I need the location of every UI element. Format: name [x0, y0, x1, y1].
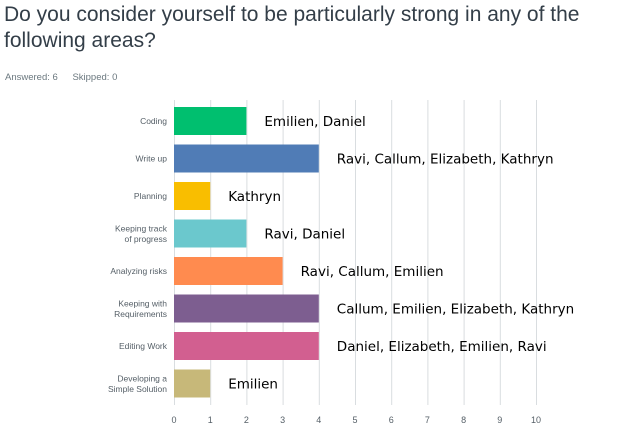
x-tick-label: 5 [352, 415, 357, 425]
skipped-count: Skipped: 0 [72, 72, 118, 83]
bar [174, 107, 247, 135]
bar-annotation: Ravi, Daniel [264, 227, 345, 243]
bar [174, 144, 319, 173]
bar [174, 219, 247, 248]
answered-count: Answered: 6 [5, 72, 58, 83]
category-label: Write up [136, 154, 168, 164]
bar-annotation: Emilien [228, 377, 278, 393]
x-tick-label: 9 [497, 415, 502, 425]
response-stats: Answered: 6 Skipped: 0 [5, 72, 129, 83]
bar [174, 332, 319, 360]
category-label: Analyzing risks [110, 266, 167, 276]
x-tick-label: 4 [316, 415, 321, 425]
x-tick-label: 7 [425, 415, 430, 425]
x-tick-label: 2 [244, 415, 249, 425]
x-tick-label: 3 [280, 415, 285, 425]
x-tick-label: 8 [461, 415, 466, 425]
category-label: Editing Work [119, 341, 168, 351]
x-tick-label: 0 [171, 415, 176, 425]
bar-annotation: Daniel, Elizabeth, Emilien, Ravi [337, 339, 547, 355]
bar [174, 257, 283, 285]
bar [174, 369, 211, 398]
question-title: Do you consider yourself to be particula… [4, 3, 580, 52]
x-tick-label: 1 [208, 415, 213, 425]
bar-annotation: Emilien, Daniel [264, 114, 365, 130]
category-label: Developing a Simple Solution [108, 373, 167, 394]
bar-annotation: Callum, Emilien, Elizabeth, Kathryn [337, 302, 574, 318]
x-tick-label: 6 [389, 415, 394, 425]
bar [174, 182, 211, 210]
x-tick-label: 10 [531, 415, 541, 425]
category-label: Keeping track of progress [115, 223, 168, 244]
bar-annotation: Ravi, Callum, Elizabeth, Kathryn [337, 152, 554, 168]
category-label: Keeping with Requirements [114, 298, 167, 319]
bar-annotation: Ravi, Callum, Emilien [301, 264, 444, 280]
bar [174, 294, 319, 323]
category-label: Planning [134, 191, 167, 201]
category-label: Coding [140, 116, 167, 126]
bar-annotation: Kathryn [228, 189, 281, 205]
